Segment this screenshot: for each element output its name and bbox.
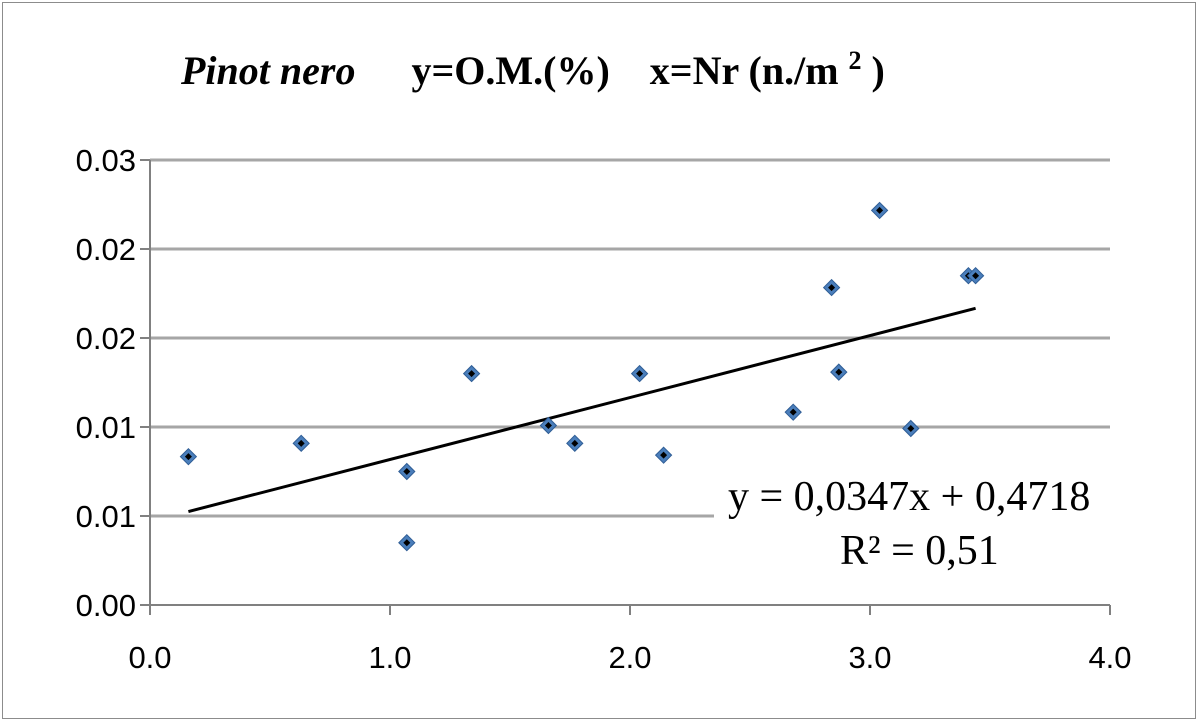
y-tick-label-3: 0.02 [76,321,136,356]
x-tick-label-2: 2.0 [608,640,651,675]
data-point-13 [902,419,920,438]
y-tick-label-2: 0.01 [76,410,136,445]
x-tick-label-4: 4.0 [1088,640,1131,675]
trendline [188,306,976,514]
marker-center [660,451,668,459]
axes [140,159,1111,615]
marker-center [468,370,476,378]
x-tick-label-3: 3.0 [848,640,891,675]
y-tick-label-0: 0.00 [76,588,136,623]
marker-center [403,468,411,475]
data-point-10 [822,278,841,297]
data-point-6 [566,434,584,453]
marker-center [972,272,980,280]
data-point-8 [654,446,673,464]
data-point-2 [398,462,416,481]
data-point-1 [292,434,310,453]
r-squared-label: R² = 0,51 [840,528,999,574]
equation-background [714,470,1154,582]
equation-box: y = 0,0347x + 0,4718 R² = 0,51 [714,470,1154,582]
data-point-3 [398,533,416,552]
marker-center [907,424,915,432]
data-points [179,201,985,552]
title-x-suffix: ) [872,48,885,93]
marker-center [571,439,579,447]
marker-center [297,439,305,447]
y-tick-label-4: 0.02 [76,232,136,267]
data-point-7 [630,364,649,383]
y-tick-label-1: 0.01 [76,499,136,534]
marker-center [789,408,797,416]
data-point-11 [830,363,848,381]
title-species: Pinot nero [180,48,355,93]
data-point-9 [784,403,802,421]
marker-center [184,453,192,461]
data-point-4 [462,364,481,383]
data-point-0 [179,447,198,466]
data-point-12 [870,201,889,220]
data-point-5 [539,416,558,435]
title-x-definition: x=Nr (n./m [650,48,839,93]
marker-center [544,422,552,430]
title-y-definition: y=O.M.(%) [411,48,609,93]
data-point-15 [966,266,985,285]
marker-center [876,206,884,214]
title-x-superscript: 2 [849,46,862,75]
marker-center [835,368,843,376]
marker-center [636,370,644,378]
trendline-group [188,306,976,514]
tick-labels: 0.0 1.0 2.0 3.0 4.0 0.00 0.01 0.01 0.02 0.02 0.03 [76,143,1132,675]
y-tick-label-5: 0.03 [76,143,136,178]
x-tick-label-1: 1.0 [368,640,411,675]
marker-center [828,284,836,292]
chart-title: Pinot nero y=O.M.(%) x=Nr (n./m 2 ) [180,33,885,93]
x-tick-label-0: 0.0 [128,640,171,675]
marker-center [403,539,411,547]
trendline-equation: y = 0,0347x + 0,4718 [728,474,1090,520]
gridlines [150,158,1110,518]
